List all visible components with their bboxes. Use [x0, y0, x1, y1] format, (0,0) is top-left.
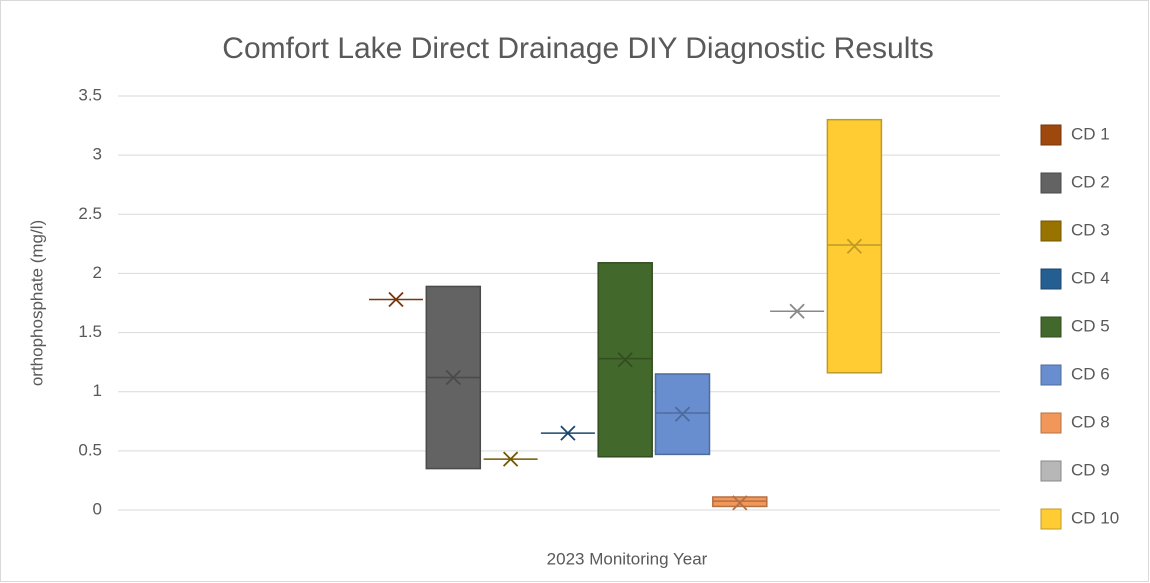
legend-swatch: [1040, 460, 1062, 482]
legend-label: CD 6: [1071, 364, 1110, 383]
mean-marker: [789, 303, 805, 319]
mean-marker: [388, 291, 404, 308]
legend-label: CD 4: [1071, 268, 1110, 287]
y-tick-label: 0: [93, 499, 102, 518]
mean-marker: [846, 238, 863, 254]
legend-swatch: [1040, 268, 1062, 290]
legend-label: CD 2: [1071, 172, 1110, 191]
legend-label: CD 3: [1071, 220, 1110, 239]
legend-swatch: [1040, 316, 1062, 338]
mean-marker: [732, 495, 748, 511]
legend-label: CD 5: [1071, 316, 1110, 335]
y-axis-label: orthophosphate (mg/l): [27, 220, 46, 386]
mean-marker: [502, 451, 519, 467]
y-tick-label: 1.5: [78, 322, 102, 341]
legend-swatch: [1040, 364, 1062, 386]
x-axis-label: 2023 Monitoring Year: [547, 549, 708, 568]
legend-swatch: [1040, 172, 1062, 194]
y-tick-label: 3: [93, 145, 102, 164]
legend-label: CD 1: [1071, 124, 1110, 143]
y-tick-label: 1: [93, 381, 102, 400]
legend-label: CD 8: [1071, 412, 1110, 431]
mean-marker: [445, 369, 461, 386]
y-tick-label: 2: [93, 263, 102, 282]
mean-marker: [674, 406, 691, 422]
y-tick-label: 0.5: [78, 440, 102, 459]
mean-marker: [560, 425, 576, 441]
mean-marker: [617, 352, 633, 368]
chart-title: Comfort Lake Direct Drainage DIY Diagnos…: [222, 32, 933, 65]
legend-label: CD 10: [1071, 508, 1119, 527]
legend-swatch: [1040, 508, 1062, 530]
legend-label: CD 9: [1071, 460, 1110, 479]
legend-swatch: [1040, 220, 1062, 242]
legend-swatch: [1040, 412, 1062, 434]
legend-swatch: [1040, 124, 1062, 146]
y-tick-label: 2.5: [78, 204, 102, 223]
y-tick-label: 3.5: [78, 85, 102, 104]
